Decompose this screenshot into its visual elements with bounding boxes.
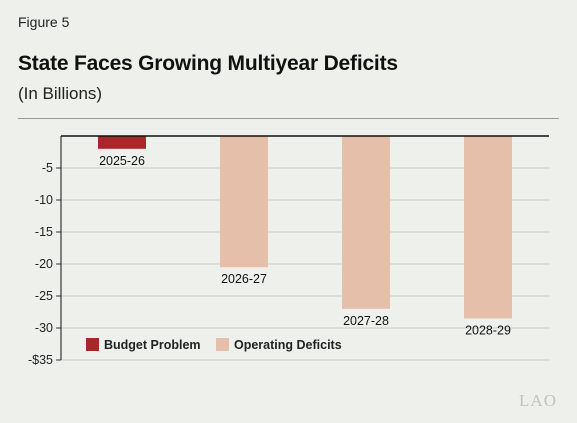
bar-budget-problem (98, 136, 146, 149)
bar-operating-deficits (220, 136, 268, 268)
bars (98, 136, 512, 319)
legend-label: Operating Deficits (234, 338, 342, 352)
axes (56, 135, 549, 361)
y-tick-label: -$35 (28, 353, 53, 367)
lao-logo: LAO (519, 391, 557, 410)
category-labels: 2025-26 2026-27 2027-28 2028-29 (99, 154, 511, 338)
title-divider (18, 118, 559, 119)
y-tick-labels: -5 -10 -15 -20 -25 -30 -$35 (28, 161, 53, 367)
y-tick-label: -20 (35, 257, 53, 271)
legend-swatch (216, 338, 229, 351)
y-tick-label: -25 (35, 289, 53, 303)
category-label: 2025-26 (99, 154, 145, 168)
bar-operating-deficits (342, 136, 390, 309)
y-tick-label: -15 (35, 225, 53, 239)
figure-label: Figure 5 (18, 14, 70, 30)
legend-label: Budget Problem (104, 338, 201, 352)
bar-operating-deficits (464, 136, 512, 319)
y-tick-label: -10 (35, 193, 53, 207)
category-label: 2028-29 (465, 323, 511, 337)
chart-title: State Faces Growing Multiyear Deficits (18, 52, 398, 75)
y-tick-label: -30 (35, 321, 53, 335)
y-tick-label: -5 (42, 161, 53, 175)
chart-subtitle: (In Billions) (18, 84, 103, 103)
legend-swatch (86, 338, 99, 351)
category-label: 2026-27 (221, 272, 267, 286)
legend: Budget Problem Operating Deficits (86, 338, 342, 352)
category-label: 2027-28 (343, 314, 389, 328)
